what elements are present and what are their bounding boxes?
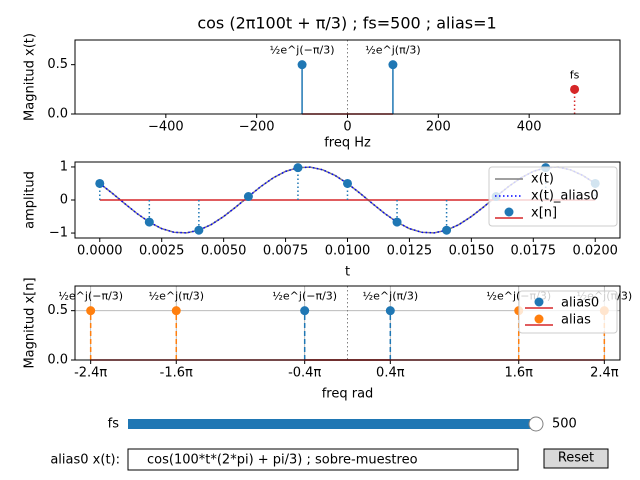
slider-label: fs (108, 417, 120, 432)
stem-label: ½e^j(π/3) (365, 44, 421, 57)
legend-swatch (534, 314, 544, 324)
reset-button-label[interactable]: Reset (558, 451, 594, 466)
legend-box (488, 166, 618, 227)
x-tick-label: 0.0050 (201, 244, 247, 259)
x-tick-label: −200 (239, 120, 275, 135)
reset-button[interactable] (543, 448, 609, 469)
textbox[interactable] (127, 448, 519, 471)
stem-marker (297, 60, 307, 70)
x-tick-label: −400 (148, 120, 184, 135)
y-tick-label: 0.0 (47, 107, 68, 122)
y-tick-label: 0.5 (47, 303, 68, 318)
stem-marker (86, 306, 96, 316)
y-tick-label: 0 (60, 193, 68, 208)
x-axis-label: t (345, 265, 350, 280)
legend-swatch (504, 207, 514, 217)
y-tick-label: 1 (60, 159, 68, 174)
stem-label: ½e^j(−π/3) (272, 290, 337, 303)
stem-label: ½e^j(−π/3) (270, 44, 335, 57)
x-tick-label: 200 (426, 120, 451, 135)
x-tick-label: 0.0025 (139, 244, 185, 259)
stem-marker (300, 306, 310, 316)
stem-marker (243, 192, 253, 202)
legend-label: x[n] (531, 206, 557, 221)
x-tick-label: -1.6π (160, 366, 193, 381)
stem-marker (388, 60, 398, 70)
x-tick-label: 0.0000 (77, 244, 123, 259)
y-tick-label: 0.5 (47, 57, 68, 72)
y-tick-label: −1 (49, 226, 68, 241)
x-tick-label: 0.0100 (325, 244, 371, 259)
y-axis-label: Magnitud x[n] (23, 277, 38, 368)
stem-marker (385, 306, 395, 316)
stem-label: ½e^j(π/3) (148, 290, 204, 303)
x-axis-label: freq Hz (324, 136, 371, 151)
stem-marker (144, 217, 154, 227)
legend-label: alias (561, 313, 591, 328)
slider-handle[interactable] (528, 416, 544, 432)
slider-value: 500 (552, 417, 577, 432)
legend-label: alias0 (561, 296, 599, 311)
stem-marker (293, 163, 303, 173)
legend-box (518, 290, 618, 334)
x-tick-label: 0.4π (376, 366, 405, 381)
legend-label: x(t) (531, 172, 554, 187)
stem-label: ½e^j(π/3) (363, 290, 419, 303)
x-tick-label: 0 (343, 120, 351, 135)
x-axis-label: freq rad (322, 387, 374, 402)
stem-marker (343, 178, 352, 188)
stem-marker (392, 217, 402, 227)
textbox-label: alias0 x(t): (50, 453, 120, 468)
x-tick-label: -0.4π (288, 366, 321, 381)
y-axis-label: amplitud (23, 171, 38, 229)
stem-marker (194, 225, 204, 235)
stem-marker (570, 84, 580, 94)
stem-marker (442, 225, 452, 235)
x-tick-label: 0.0200 (572, 244, 618, 259)
x-tick-label: -2.4π (74, 366, 107, 381)
x-tick-label: 1.6π (504, 366, 533, 381)
x-tick-label: 0.0175 (511, 244, 557, 259)
y-axis-label: Magnitud x(t) (23, 33, 38, 121)
x-tick-label: 0.0125 (387, 244, 433, 259)
x-tick-label: 400 (517, 120, 542, 135)
stem-label: fs (570, 68, 580, 81)
legend-label: x(t)_alias0 (531, 189, 599, 204)
axes-frame (74, 161, 621, 239)
stem-label: ½e^j(−π/3) (58, 290, 123, 303)
stem-marker (171, 306, 181, 316)
legend-swatch (534, 297, 544, 307)
figure-title: cos (2π100t + π/3) ; fs=500 ; alias=1 (197, 14, 496, 33)
slider-fill[interactable] (128, 419, 536, 429)
stem-marker (95, 178, 105, 188)
x-tick-label: 2.4π (590, 366, 619, 381)
x-tick-label: 0.0150 (449, 244, 495, 259)
textbox-text[interactable]: cos(100*t*(2*pi) + pi/3) ; sobre-muestre… (147, 453, 418, 468)
x-tick-label: 0.0075 (263, 244, 309, 259)
y-tick-label: 0.0 (47, 353, 68, 368)
axes-frame (74, 285, 621, 361)
axes-frame (74, 39, 621, 115)
